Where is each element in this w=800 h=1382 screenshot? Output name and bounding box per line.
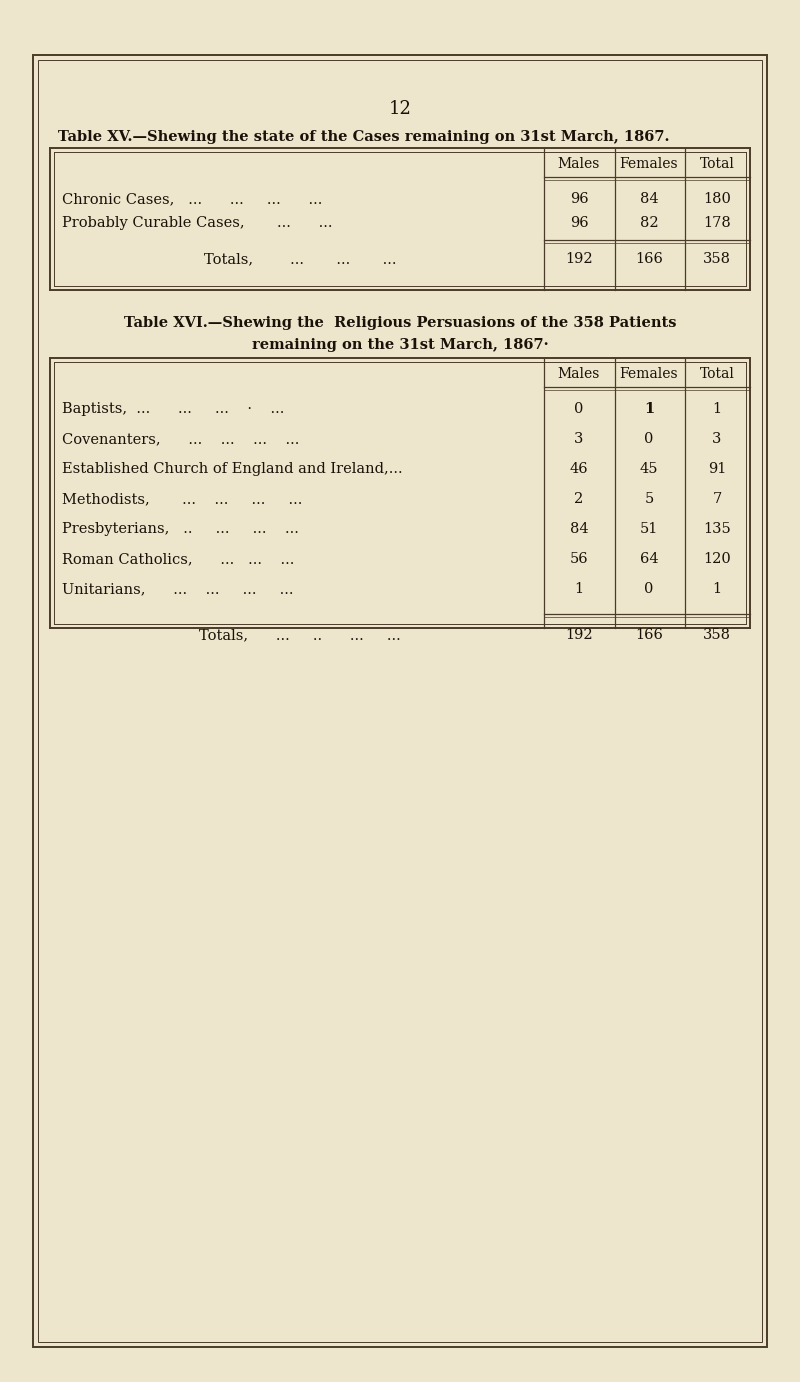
Text: 192: 192 xyxy=(565,252,593,265)
Text: 1: 1 xyxy=(713,402,722,416)
Text: Roman Catholics,      ...   ...    ...: Roman Catholics, ... ... ... xyxy=(62,551,294,567)
Text: 178: 178 xyxy=(703,216,731,229)
Text: Females: Females xyxy=(620,158,678,171)
Text: 0: 0 xyxy=(574,402,584,416)
Text: 1: 1 xyxy=(644,402,654,416)
Text: remaining on the 31st March, 1867·: remaining on the 31st March, 1867· xyxy=(252,339,548,352)
Text: Total: Total xyxy=(699,368,734,381)
Text: 180: 180 xyxy=(703,192,731,206)
Text: 1: 1 xyxy=(713,582,722,596)
Text: Covenanters,      ...    ...    ...    ...: Covenanters, ... ... ... ... xyxy=(62,433,299,446)
Text: Totals,        ...       ...       ...: Totals, ... ... ... xyxy=(204,252,396,265)
Text: 91: 91 xyxy=(708,462,726,475)
Text: 46: 46 xyxy=(570,462,588,475)
Text: 120: 120 xyxy=(703,551,731,567)
Text: 96: 96 xyxy=(570,192,588,206)
Text: Table XV.—Shewing the state of the Cases remaining on 31st March, 1867.: Table XV.—Shewing the state of the Cases… xyxy=(58,130,670,144)
Text: Males: Males xyxy=(558,368,600,381)
Text: Males: Males xyxy=(558,158,600,171)
Text: 56: 56 xyxy=(570,551,588,567)
Text: 0: 0 xyxy=(644,582,654,596)
Text: Total: Total xyxy=(699,158,734,171)
Text: 0: 0 xyxy=(644,433,654,446)
Text: 84: 84 xyxy=(640,192,658,206)
Text: Unitarians,      ...    ...     ...     ...: Unitarians, ... ... ... ... xyxy=(62,582,294,596)
Text: 3: 3 xyxy=(712,433,722,446)
Text: 358: 358 xyxy=(703,252,731,265)
Text: 192: 192 xyxy=(565,627,593,643)
Text: 166: 166 xyxy=(635,252,663,265)
Text: Baptists,  ...      ...     ...    ·    ...: Baptists, ... ... ... · ... xyxy=(62,402,284,416)
Text: Established Church of England and Ireland,...: Established Church of England and Irelan… xyxy=(62,462,402,475)
Text: Probably Curable Cases,       ...      ...: Probably Curable Cases, ... ... xyxy=(62,216,333,229)
Text: 12: 12 xyxy=(389,100,411,117)
Text: 84: 84 xyxy=(570,522,588,536)
Text: Presbyterians,   ..     ...     ...    ...: Presbyterians, .. ... ... ... xyxy=(62,522,299,536)
Text: 358: 358 xyxy=(703,627,731,643)
Text: 1: 1 xyxy=(574,582,583,596)
Text: Females: Females xyxy=(620,368,678,381)
Text: Table XVI.—Shewing the  Religious Persuasions of the 358 Patients: Table XVI.—Shewing the Religious Persuas… xyxy=(124,316,676,330)
Text: Totals,      ...     ..      ...     ...: Totals, ... .. ... ... xyxy=(199,627,401,643)
Text: Chronic Cases,   ...      ...     ...      ...: Chronic Cases, ... ... ... ... xyxy=(62,192,322,206)
Text: Methodists,       ...    ...     ...     ...: Methodists, ... ... ... ... xyxy=(62,492,302,506)
Text: 51: 51 xyxy=(640,522,658,536)
Text: 2: 2 xyxy=(574,492,584,506)
Text: 45: 45 xyxy=(640,462,658,475)
Text: 82: 82 xyxy=(640,216,658,229)
Text: 96: 96 xyxy=(570,216,588,229)
Text: 64: 64 xyxy=(640,551,658,567)
Text: 135: 135 xyxy=(703,522,731,536)
Text: 5: 5 xyxy=(644,492,654,506)
Text: 166: 166 xyxy=(635,627,663,643)
Text: 3: 3 xyxy=(574,433,584,446)
Text: 7: 7 xyxy=(712,492,722,506)
